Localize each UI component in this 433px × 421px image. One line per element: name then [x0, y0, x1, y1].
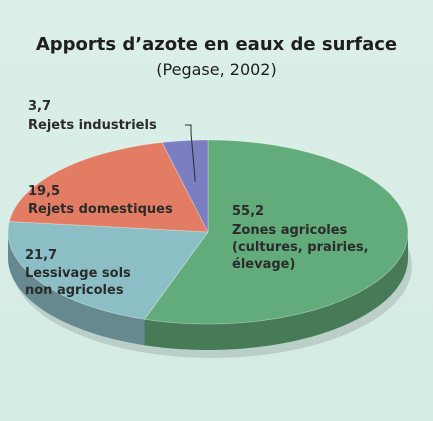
- chart-title: Apports d’azote en eaux de surface: [35, 34, 398, 55]
- slice: [161, 139, 209, 233]
- slice-side: [144, 232, 409, 350]
- leader-line: [185, 124, 196, 182]
- slice-side: [8, 232, 145, 346]
- chart-subtitle: (Pegase, 2002): [156, 60, 277, 79]
- value-label: 3,7: [28, 99, 52, 114]
- category-label: Rejets domestiques: [28, 202, 173, 217]
- slice: [7, 221, 209, 320]
- category-label: Zones agricoles (cultures, prairies, éle…: [232, 223, 369, 272]
- category-label: Lessivage sols non agricoles: [25, 266, 131, 298]
- category-label: Rejets industriels: [28, 118, 157, 133]
- value-label: 21,7: [25, 248, 58, 263]
- slice: [8, 142, 209, 233]
- slice: [143, 139, 409, 325]
- value-label: 19,5: [28, 184, 61, 199]
- value-label: 55,2: [232, 204, 265, 219]
